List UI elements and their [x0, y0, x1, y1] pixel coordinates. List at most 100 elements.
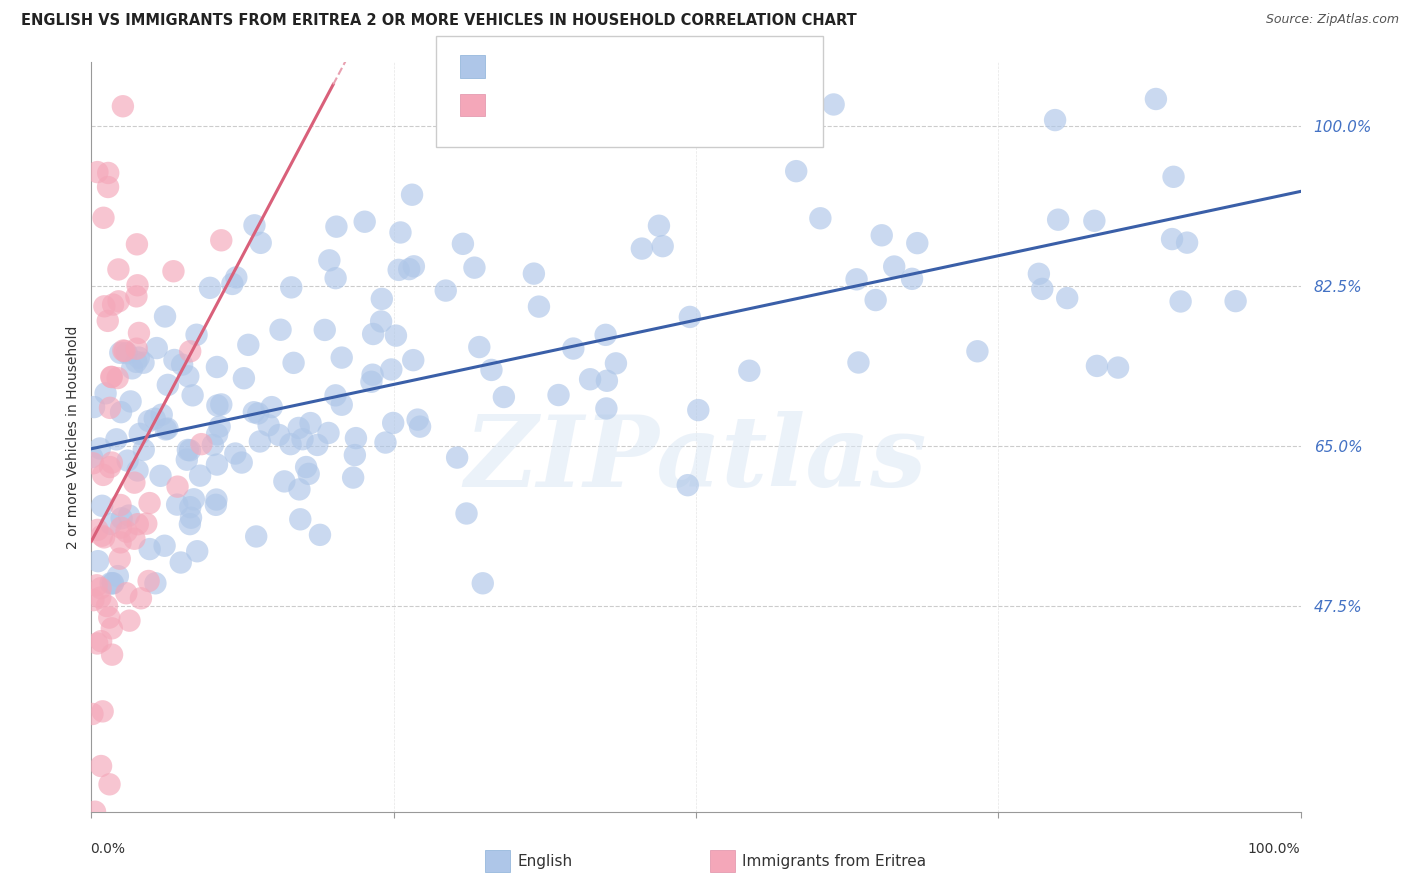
Point	[110, 405, 132, 419]
Point	[105, 433, 128, 447]
Text: 0.374: 0.374	[531, 94, 588, 112]
Point	[188, 468, 211, 483]
Point	[90, 634, 112, 648]
Point	[177, 442, 200, 457]
Point	[98, 777, 121, 791]
Point	[198, 281, 221, 295]
Point	[82, 593, 104, 607]
Point	[283, 356, 305, 370]
Point	[605, 356, 627, 370]
Point	[280, 280, 302, 294]
Text: 172: 172	[651, 56, 689, 74]
Point	[845, 272, 868, 286]
Point	[162, 264, 184, 278]
Point	[86, 832, 108, 847]
Point	[98, 610, 121, 624]
Point	[360, 375, 382, 389]
Point	[91, 499, 114, 513]
Point	[98, 401, 121, 415]
Point	[209, 233, 232, 247]
Point	[344, 431, 367, 445]
Point	[382, 416, 405, 430]
Point	[125, 342, 148, 356]
Point	[676, 478, 699, 492]
Point	[84, 805, 107, 819]
Point	[595, 327, 617, 342]
Point	[966, 344, 988, 359]
Point	[1047, 212, 1070, 227]
Point	[402, 353, 425, 368]
Point	[232, 371, 254, 385]
Point	[290, 512, 312, 526]
Point	[471, 576, 494, 591]
Point	[91, 467, 114, 482]
Point	[596, 374, 619, 388]
Point	[380, 362, 402, 376]
Point	[86, 636, 108, 650]
Point	[89, 442, 111, 456]
Point	[153, 310, 176, 324]
Point	[527, 300, 550, 314]
Point	[1028, 267, 1050, 281]
Point	[318, 425, 340, 440]
Point	[97, 166, 120, 180]
Point	[172, 358, 194, 372]
Point	[82, 456, 104, 470]
Point	[243, 219, 266, 233]
Text: R =: R =	[494, 94, 533, 112]
Point	[115, 346, 138, 360]
Point	[1083, 214, 1105, 228]
Point	[93, 299, 115, 313]
Point	[107, 262, 129, 277]
Point	[101, 297, 124, 311]
Point	[243, 405, 266, 419]
Point	[114, 344, 136, 359]
Point	[93, 530, 115, 544]
Point	[330, 351, 353, 365]
Point	[179, 344, 201, 359]
Point	[101, 621, 124, 635]
Point	[434, 284, 457, 298]
Point	[110, 535, 132, 549]
Point	[180, 510, 202, 524]
Point	[224, 446, 246, 460]
Point	[128, 351, 150, 365]
Point	[128, 426, 150, 441]
Point	[176, 452, 198, 467]
Point	[96, 599, 118, 613]
Point	[209, 397, 232, 411]
Point	[267, 428, 290, 442]
Point	[120, 394, 142, 409]
Point	[388, 263, 411, 277]
Point	[238, 338, 260, 352]
Point	[631, 242, 654, 256]
Point	[138, 574, 160, 588]
Point	[97, 180, 120, 194]
Point	[451, 236, 474, 251]
Point	[1043, 113, 1066, 128]
Point	[118, 614, 141, 628]
Point	[135, 516, 157, 531]
Point	[124, 475, 146, 490]
Point	[823, 97, 845, 112]
Point	[90, 581, 112, 595]
Point	[785, 164, 807, 178]
Point	[225, 270, 247, 285]
Point	[86, 578, 108, 592]
Point	[127, 463, 149, 477]
Point	[90, 759, 112, 773]
Point	[170, 556, 193, 570]
Point	[389, 226, 412, 240]
Point	[905, 236, 928, 251]
Point	[94, 386, 117, 401]
Point	[651, 239, 673, 253]
Point	[143, 411, 166, 425]
Point	[298, 467, 321, 481]
Point	[111, 511, 134, 525]
Point	[325, 388, 347, 402]
Point	[125, 289, 148, 303]
Point	[446, 450, 468, 465]
Point	[108, 551, 131, 566]
Point	[247, 406, 270, 420]
Point	[125, 355, 148, 369]
